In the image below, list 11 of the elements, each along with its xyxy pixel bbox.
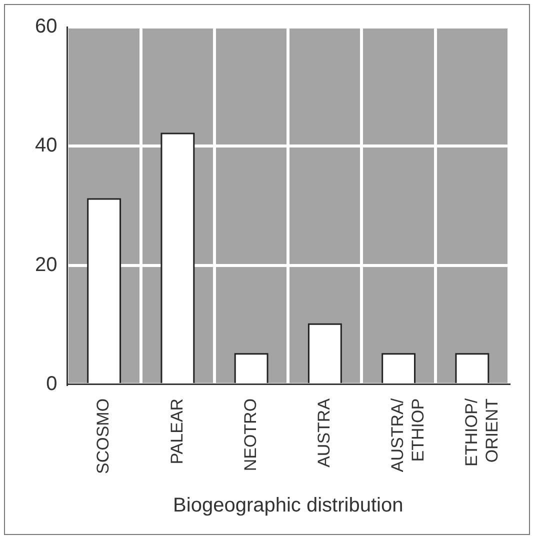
y-tick-label: 40 <box>34 134 58 157</box>
x-tick-label: AUSTRA/ ETHIOP <box>388 398 428 472</box>
x-tick-label: ETHIOP/ ORIENT <box>462 398 502 466</box>
y-tick-label: 60 <box>34 16 58 38</box>
x-axis-title: Biogeographic distribution <box>173 494 404 517</box>
x-tick-label: PALEAR <box>167 398 186 464</box>
y-tick-label: 20 <box>34 254 58 276</box>
x-tick-label: NEOTRO <box>241 398 260 472</box>
x-tick-label: SCOSMO <box>94 398 113 474</box>
y-tick-label: 0 <box>46 372 58 395</box>
x-tick-label: AUSTRA <box>314 398 334 468</box>
